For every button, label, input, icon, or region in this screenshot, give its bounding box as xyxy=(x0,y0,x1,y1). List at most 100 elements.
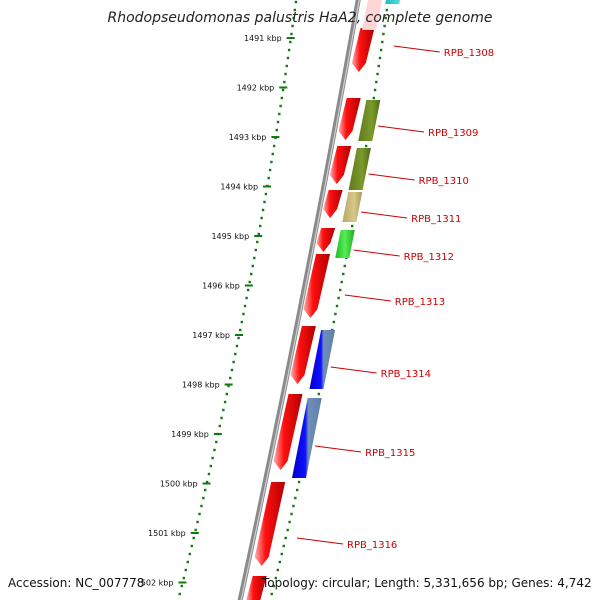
ruler-dot xyxy=(278,112,281,116)
genome-backbone-highlight xyxy=(240,0,360,600)
gene-features[interactable] xyxy=(246,0,400,600)
genome-title: Rhodopseudomonas palustris HaA2, complet… xyxy=(107,10,492,26)
ruler-dot xyxy=(180,584,183,588)
track-dot xyxy=(351,224,354,228)
gene-label[interactable]: RPB_1312 xyxy=(404,252,454,263)
cds-feature[interactable] xyxy=(273,394,303,470)
gene-label[interactable]: RPB_1313 xyxy=(395,297,445,308)
cds-feature[interactable] xyxy=(316,228,336,252)
track-dot xyxy=(373,88,377,92)
ruler-dot xyxy=(251,264,254,268)
ruler-dot xyxy=(192,536,195,540)
cog-feature[interactable] xyxy=(342,192,363,222)
ruler-dot xyxy=(263,200,266,204)
ruler-dot xyxy=(242,312,245,316)
track-dot xyxy=(334,312,337,316)
gene-label[interactable]: RPB_1310 xyxy=(419,176,469,187)
ruler-tick-label: 1491 kbp xyxy=(244,34,282,43)
gene-leader-line xyxy=(393,45,440,53)
cds-feature[interactable] xyxy=(290,326,316,384)
ruler-dot xyxy=(256,240,259,244)
ruler-dot xyxy=(234,352,237,356)
ruler-dot xyxy=(204,488,207,492)
ruler-dot xyxy=(279,104,282,108)
cds-feature[interactable] xyxy=(329,146,352,184)
track-dot xyxy=(337,296,340,300)
genome-summary: Topology: circular; Length: 5,331,656 bp… xyxy=(261,576,592,590)
ruler-dot xyxy=(283,80,286,84)
track-dot xyxy=(296,488,299,492)
ruler-dot xyxy=(267,176,270,180)
ruler-dot xyxy=(230,368,234,372)
cds-feature[interactable] xyxy=(351,28,375,72)
cog-feature[interactable] xyxy=(291,398,322,478)
cds-feature[interactable] xyxy=(254,482,286,566)
ruler-dot xyxy=(276,120,280,124)
gene-leader-line xyxy=(344,294,391,302)
ruler-dot xyxy=(289,40,292,44)
ruler-tick-label: 1500 kbp xyxy=(160,480,198,489)
cds-feature[interactable] xyxy=(303,254,331,318)
ruler-dot xyxy=(286,56,290,60)
cog-feature[interactable] xyxy=(358,100,381,141)
track-dot xyxy=(290,512,293,516)
ruler-tick-label: 1495 kbp xyxy=(211,232,249,241)
track-dot xyxy=(272,584,275,588)
gene-label[interactable]: RPB_1316 xyxy=(347,540,397,551)
ruler-dot xyxy=(222,408,225,412)
ruler-dot xyxy=(225,392,229,396)
track-dot xyxy=(378,56,382,60)
gene-leader-line xyxy=(377,125,425,133)
ruler-dot xyxy=(215,440,218,444)
cds-feature[interactable] xyxy=(246,576,267,600)
gene-leader-line xyxy=(315,445,362,453)
ruler-dot xyxy=(205,480,209,484)
ruler-dot xyxy=(235,344,239,348)
ruler-tick-label: 1499 kbp xyxy=(171,430,209,439)
ruler-dot xyxy=(253,256,256,260)
gene-labels[interactable]: RPB_1308 RPB_1309 RPB_1310 RPB_1311 RPB_1312… xyxy=(296,45,494,551)
track-dot xyxy=(286,528,289,532)
position-ruler: 1491 kbp 1492 kbp 1493 kbp 1494 kbp 1495 kbp… xyxy=(141,34,295,588)
ruler-dot xyxy=(281,88,285,92)
track-dot xyxy=(297,480,301,484)
ruler-dot xyxy=(264,192,268,196)
track-dot xyxy=(292,504,295,508)
gene-label[interactable]: RPB_1314 xyxy=(381,369,431,380)
track-dot xyxy=(276,568,280,572)
ruler-dot xyxy=(240,320,244,324)
ruler-dot xyxy=(260,216,263,220)
gene-label[interactable]: RPB_1309 xyxy=(428,128,478,139)
gene-label[interactable]: RPB_1308 xyxy=(444,48,494,59)
gene-label[interactable]: RPB_1311 xyxy=(411,214,461,225)
accession-label: Accession: NC_007778 xyxy=(8,576,144,590)
gene-label[interactable]: RPB_1315 xyxy=(365,448,415,459)
cog-feature[interactable] xyxy=(385,0,400,4)
cog-feature[interactable] xyxy=(348,148,371,190)
ruler-tick-label: 1498 kbp xyxy=(182,381,220,390)
cog-feature[interactable] xyxy=(335,230,355,258)
track-dot xyxy=(384,16,387,20)
track-dot xyxy=(278,560,282,564)
gene-leader-line xyxy=(368,173,415,181)
ruler-dot xyxy=(182,576,185,580)
ruler-dot xyxy=(202,496,205,500)
track-dot xyxy=(382,32,385,36)
cds-feature[interactable] xyxy=(338,98,361,140)
gene-leader-line xyxy=(296,537,344,545)
ruler-dot xyxy=(218,424,222,428)
track-dot xyxy=(385,8,389,12)
track-dot xyxy=(332,320,336,324)
ruler-tick-label: 1494 kbp xyxy=(220,183,258,192)
cog-feature[interactable] xyxy=(309,330,336,389)
cog-feature[interactable] xyxy=(362,0,382,30)
ruler-tick-label: 1496 kbp xyxy=(202,282,240,291)
track-dot xyxy=(377,64,380,68)
ruler-tick-label: 1493 kbp xyxy=(229,133,267,142)
ruler-dot xyxy=(248,280,251,284)
ruler-dot xyxy=(250,272,253,276)
cds-feature[interactable] xyxy=(323,190,343,218)
ruler-dot xyxy=(237,336,240,340)
ruler-dot xyxy=(259,224,262,228)
